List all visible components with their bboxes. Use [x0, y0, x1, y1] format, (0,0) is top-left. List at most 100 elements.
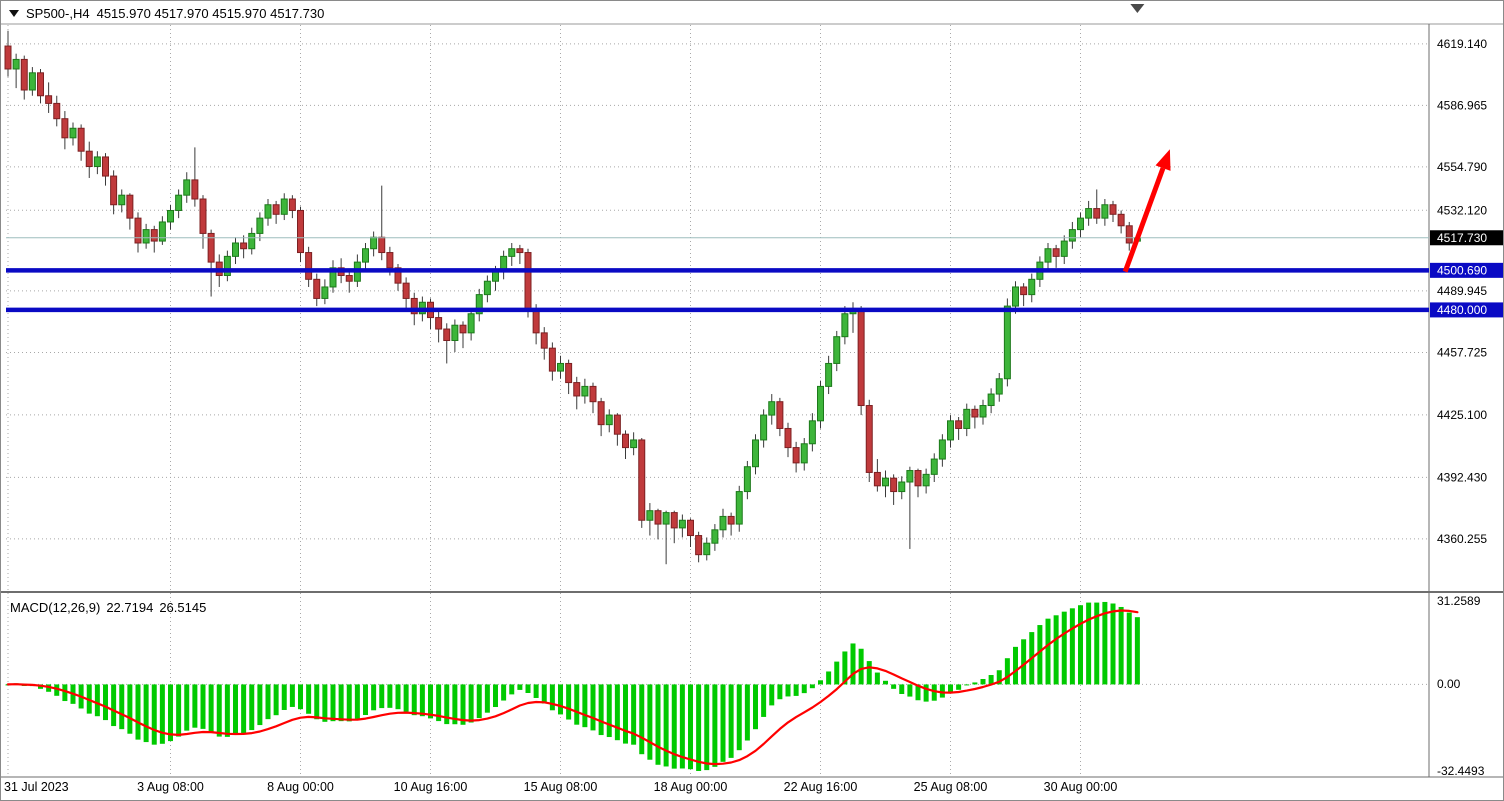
candle-body — [922, 473, 930, 487]
candle-body — [833, 336, 841, 364]
macd-histogram-bar — [801, 684, 807, 694]
candle-body — [280, 198, 288, 215]
candle-body — [150, 229, 158, 242]
macd-histogram-bar — [354, 684, 360, 719]
price-axis-label: 4532.120 — [1437, 203, 1487, 217]
macd-histogram-bar — [1021, 639, 1027, 685]
candle-body — [979, 405, 987, 418]
macd-histogram-bar — [501, 684, 507, 701]
candle-body — [28, 72, 36, 91]
macd-histogram-bar — [712, 684, 718, 767]
macd-histogram-bar — [655, 684, 661, 765]
resistance-price-badge — [1430, 262, 1504, 278]
macd-histogram-bar — [306, 684, 312, 714]
candle-body — [183, 179, 191, 196]
candle-body — [622, 433, 629, 449]
macd-axis-zero: 0.00 — [1437, 677, 1461, 691]
price-axis-label: 4392.430 — [1437, 470, 1487, 484]
macd-histogram-bar — [549, 684, 555, 711]
macd-histogram-bar — [558, 684, 563, 715]
price-axis-label: 4489.945 — [1437, 284, 1487, 298]
candle-body — [402, 282, 410, 299]
candle-body — [890, 477, 898, 493]
candle-body — [938, 439, 946, 460]
candle-body — [995, 378, 1003, 395]
candle-body — [467, 313, 475, 334]
trend-arrow-shaft[interactable] — [1122, 167, 1166, 273]
time-axis-label: 31 Jul 2023 — [4, 780, 69, 794]
macd-histogram-bar — [484, 684, 490, 713]
macd-histogram-bar — [241, 684, 247, 734]
macd-axis-max: 31.2589 — [1437, 594, 1481, 608]
macd-histogram-bar — [647, 684, 653, 760]
macd-histogram-bar — [883, 680, 888, 685]
macd-histogram-bar — [988, 675, 994, 685]
macd-histogram-bar — [866, 661, 872, 685]
candle-body — [191, 179, 199, 200]
candle-body — [85, 150, 93, 167]
macd-histogram-bar — [606, 684, 612, 738]
candle-body — [1044, 248, 1052, 263]
trend-arrow-head[interactable] — [1155, 149, 1171, 171]
candle-body — [126, 194, 134, 219]
macd-histogram-bar — [330, 684, 336, 722]
macd-histogram-bar — [964, 684, 970, 686]
candle-body — [971, 408, 979, 418]
time-axis-label: 3 Aug 08:00 — [137, 780, 204, 794]
macd-histogram-bar — [753, 684, 758, 730]
macd-histogram-bar — [298, 684, 303, 710]
macd-histogram-bar — [460, 684, 466, 725]
candle-body — [167, 209, 174, 223]
candle-body — [711, 529, 719, 544]
candle-body — [678, 519, 686, 529]
macd-histogram-bar — [159, 684, 165, 744]
candle-body — [947, 420, 954, 441]
price-axis-label: 4360.255 — [1437, 532, 1487, 546]
macd-signal-line — [6, 609, 1139, 766]
macd-histogram-bar — [452, 684, 458, 725]
price-axis-label: 4425.100 — [1437, 408, 1487, 422]
candle-body — [548, 347, 556, 372]
candle-body — [882, 477, 889, 487]
candle-body — [248, 232, 256, 250]
candle-body — [808, 420, 816, 445]
candle-body — [207, 232, 215, 263]
symbol-dropdown-icon[interactable] — [9, 10, 19, 17]
macd-histogram-bar — [387, 684, 393, 708]
macd-histogram-bar — [874, 672, 880, 685]
candle-body — [12, 58, 20, 70]
macd-histogram-bar — [436, 684, 442, 722]
candle-body — [540, 332, 548, 349]
candle-body — [573, 382, 581, 397]
candle-body — [930, 458, 938, 475]
candle-body — [987, 393, 995, 407]
macd-histogram-bar — [826, 671, 832, 685]
macd-histogram-bar — [192, 684, 198, 728]
candle-body — [727, 515, 735, 525]
time-axis-label: 8 Aug 00:00 — [267, 780, 334, 794]
macd-histogram-bar — [151, 684, 157, 745]
macd-histogram-bar — [939, 684, 945, 698]
macd-histogram-bar — [281, 684, 287, 710]
candle-body — [516, 248, 524, 254]
macd-axis-min: -32.4493 — [1437, 764, 1485, 778]
macd-histogram-bar — [517, 684, 523, 690]
candle-body — [1003, 305, 1011, 380]
macd-histogram-bar — [956, 684, 962, 690]
macd-histogram-bar — [720, 684, 726, 762]
macd-histogram-bar — [1102, 601, 1108, 685]
macd-histogram-bar — [582, 684, 588, 728]
candle-body — [223, 255, 231, 276]
candle-body — [695, 535, 703, 556]
candle-body — [410, 297, 418, 315]
candle-body — [475, 294, 483, 315]
macd-histogram-bar — [168, 684, 173, 742]
macd-histogram-bar — [915, 684, 921, 701]
macd-histogram-bar — [1004, 658, 1010, 685]
candle-body — [581, 385, 589, 397]
time-axis-label: 18 Aug 00:00 — [654, 780, 728, 794]
chart-shift-marker[interactable] — [1130, 4, 1145, 13]
candle-body — [1028, 278, 1036, 296]
candle-body — [719, 515, 727, 531]
